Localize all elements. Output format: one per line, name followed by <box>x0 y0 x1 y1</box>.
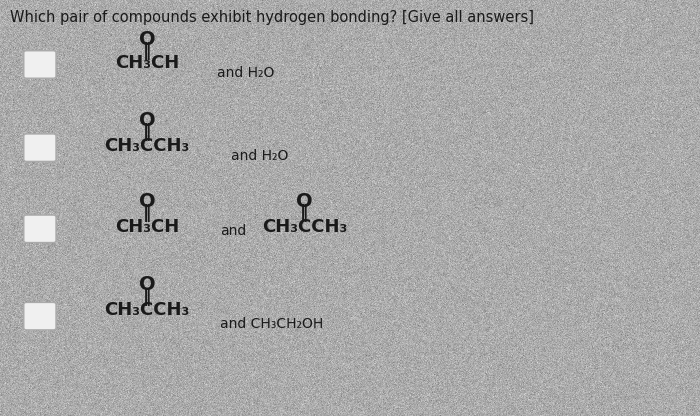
Text: and: and <box>220 224 246 238</box>
Text: ‖: ‖ <box>300 204 309 223</box>
Text: ‖: ‖ <box>143 287 151 306</box>
Text: CH₃CCH₃: CH₃CCH₃ <box>262 218 347 236</box>
FancyBboxPatch shape <box>24 215 56 243</box>
Text: CH₃CH: CH₃CH <box>115 218 179 236</box>
Text: ‖: ‖ <box>143 42 151 60</box>
Text: O: O <box>139 275 155 295</box>
Text: and H₂O: and H₂O <box>217 66 274 80</box>
Text: Which pair of compounds exhibit hydrogen bonding? [Give all answers]: Which pair of compounds exhibit hydrogen… <box>10 10 535 25</box>
Text: O: O <box>139 111 155 130</box>
Text: O: O <box>139 30 155 49</box>
Text: and H₂O: and H₂O <box>231 149 288 163</box>
Text: CH₃CH: CH₃CH <box>115 54 179 72</box>
Text: CH₃CCH₃: CH₃CCH₃ <box>104 136 190 155</box>
Text: ‖: ‖ <box>143 123 151 141</box>
FancyBboxPatch shape <box>24 51 56 78</box>
FancyBboxPatch shape <box>24 134 56 161</box>
Text: O: O <box>139 192 155 211</box>
Text: CH₃CCH₃: CH₃CCH₃ <box>104 301 190 319</box>
FancyBboxPatch shape <box>24 302 56 330</box>
Text: ‖: ‖ <box>143 204 151 223</box>
Text: O: O <box>296 192 313 211</box>
Text: and CH₃CH₂OH: and CH₃CH₂OH <box>220 317 323 332</box>
